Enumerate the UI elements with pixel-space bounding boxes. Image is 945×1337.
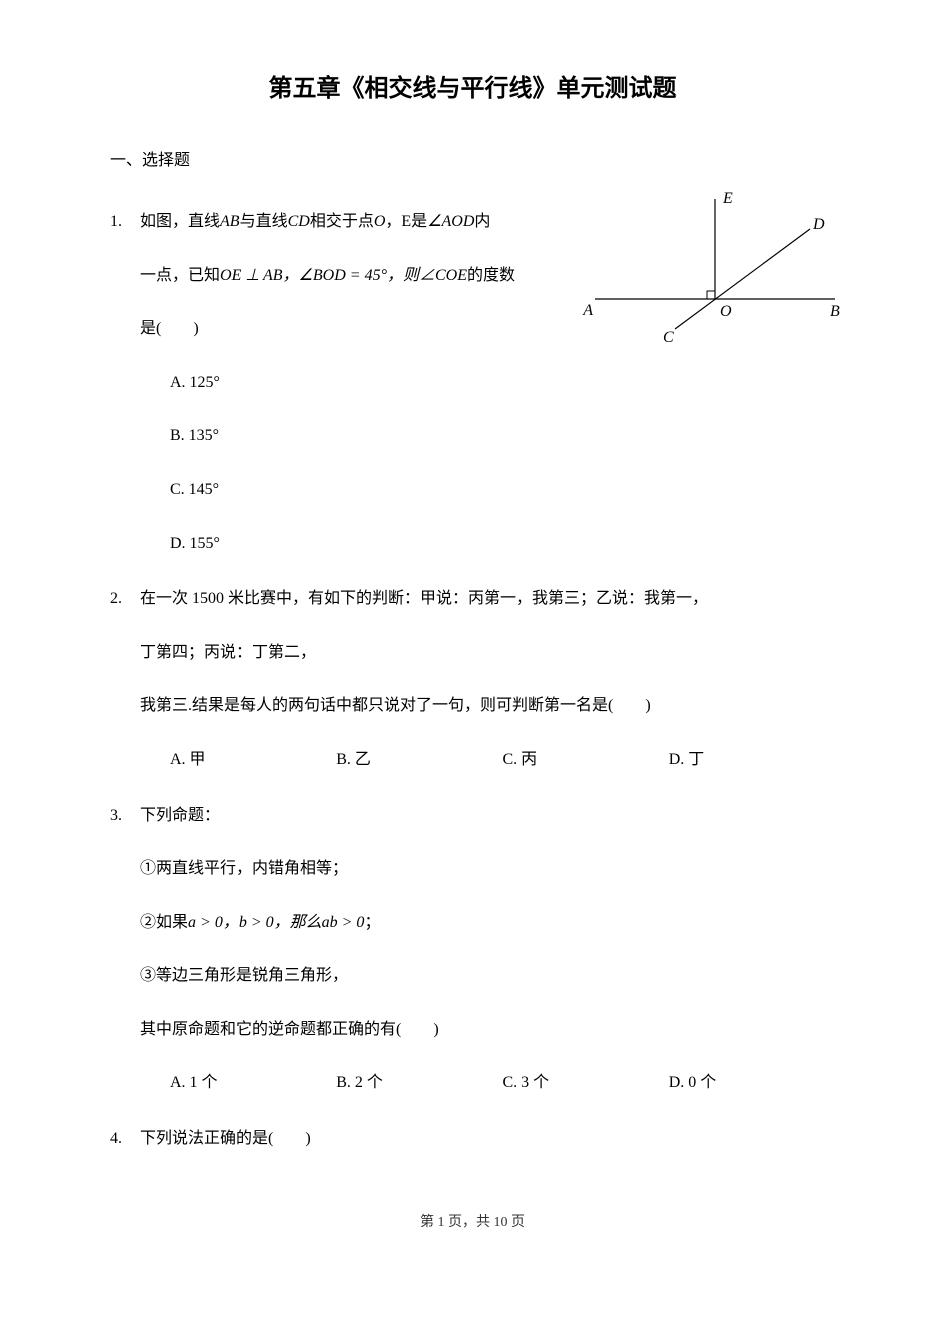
question-3: 3. 下列命题： ①两直线平行，内错角相等； ②如果a > 0，b > 0，那么…	[110, 803, 835, 1097]
q2-optC: C. 丙	[503, 747, 669, 773]
q3-options: A. 1 个 B. 2 个 C. 3 个 D. 0 个	[170, 1070, 835, 1096]
q2-line2: 丁第四；丙说：丁第二，	[140, 640, 835, 666]
q3-optD: D. 0 个	[669, 1070, 835, 1096]
q1-number: 1.	[110, 209, 122, 235]
q2-optD: D. 丁	[669, 747, 835, 773]
q1-optA: A. 125°	[170, 370, 835, 396]
q3-optB: B. 2 个	[336, 1070, 502, 1096]
q4-line1: 下列说法正确的是( )	[140, 1126, 835, 1152]
q3-number: 3.	[110, 803, 122, 829]
label-C: C	[663, 329, 674, 346]
label-D: D	[812, 216, 825, 233]
q2-options: A. 甲 B. 乙 C. 丙 D. 丁	[170, 747, 835, 773]
q3-line2: ①两直线平行，内错角相等；	[140, 856, 835, 882]
q1-optB: B. 135°	[170, 423, 835, 449]
q2-line3: 我第三.结果是每人的两句话中都只说对了一句，则可判断第一名是( )	[140, 693, 835, 719]
q3-line5: 其中原命题和它的逆命题都正确的有( )	[140, 1017, 835, 1043]
section-heading: 一、选择题	[110, 148, 835, 174]
q1-optC: C. 145°	[170, 477, 835, 503]
label-O: O	[720, 303, 732, 320]
q2-optB: B. 乙	[336, 747, 502, 773]
q1-options: A. 125° B. 135° C. 145° D. 155°	[170, 370, 835, 556]
label-B: B	[830, 303, 840, 320]
q4-number: 4.	[110, 1126, 122, 1152]
q3-optA: A. 1 个	[170, 1070, 336, 1096]
q3-optC: C. 3 个	[503, 1070, 669, 1096]
label-A: A	[582, 302, 593, 319]
page-footer: 第 1 页，共 10 页	[110, 1212, 835, 1234]
q1-figure: E D A O B C	[555, 189, 845, 359]
q3-line1: 下列命题：	[140, 803, 835, 829]
page-title: 第五章《相交线与平行线》单元测试题	[110, 70, 835, 108]
q1-optD: D. 155°	[170, 531, 835, 557]
q2-optA: A. 甲	[170, 747, 336, 773]
question-1: 1. E D A O B C 如图，直线AB与直线CD相交于点O，	[110, 209, 835, 556]
q2-line1: 在一次 1500 米比赛中，有如下的判断：甲说：丙第一，我第三；乙说：我第一，	[140, 586, 835, 612]
q3-line4: ③等边三角形是锐角三角形，	[140, 963, 835, 989]
q2-number: 2.	[110, 586, 122, 612]
question-2: 2. 在一次 1500 米比赛中，有如下的判断：甲说：丙第一，我第三；乙说：我第…	[110, 586, 835, 772]
label-E: E	[722, 190, 733, 207]
q3-line3: ②如果a > 0，b > 0，那么ab > 0；	[140, 910, 835, 936]
question-4: 4. 下列说法正确的是( )	[110, 1126, 835, 1152]
